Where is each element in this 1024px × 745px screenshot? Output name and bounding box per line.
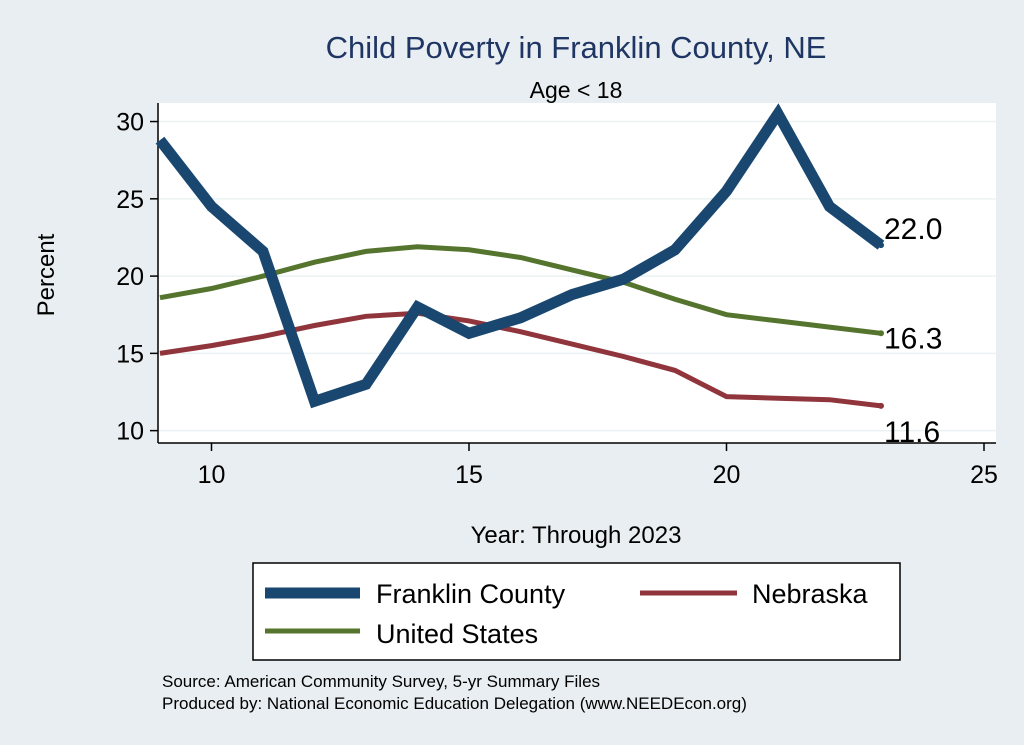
- source-note: Source: American Community Survey, 5-yr …: [162, 672, 600, 691]
- y-tick-label: 10: [116, 418, 144, 446]
- y-tick-label: 30: [116, 109, 144, 137]
- series-lines: [155, 103, 885, 409]
- series-endpoint-united-states: [878, 330, 884, 337]
- series-line-franklin-county: [155, 103, 885, 409]
- series-endpoint-nebraska: [878, 402, 884, 409]
- y-tick-label: 15: [116, 340, 144, 368]
- legend-label-united-states: United States: [376, 619, 538, 649]
- legend: Franklin County Nebraska United States: [265, 579, 869, 649]
- x-tick-label: 10: [198, 461, 226, 489]
- axes: 10 15 20 25 30 10 15 20 25: [116, 103, 998, 489]
- chart-subtitle: Age < 18: [530, 77, 623, 103]
- end-labels: 22.0 11.6 16.3: [884, 213, 942, 449]
- legend-box: [252, 562, 901, 661]
- x-tick-label: 20: [713, 461, 741, 489]
- y-axis-label: Percent: [33, 233, 60, 316]
- end-label-united-states: 16.3: [884, 322, 942, 355]
- produced-by-note: Produced by: National Economic Education…: [162, 694, 747, 713]
- series-endpoint-franklin-county: [878, 242, 884, 249]
- legend-label-nebraska: Nebraska: [752, 579, 869, 609]
- y-tick-label: 25: [116, 186, 144, 214]
- end-label-franklin-county: 22.0: [884, 213, 942, 246]
- legend-label-franklin-county: Franklin County: [376, 579, 566, 609]
- x-tick-label: 25: [970, 461, 998, 489]
- chart-title: Child Poverty in Franklin County, NE: [326, 30, 827, 65]
- end-label-nebraska: 11.6: [884, 416, 940, 449]
- series-line-united-states: [159, 244, 882, 336]
- series-line-nebraska: [159, 310, 882, 409]
- x-tick-label: 15: [455, 461, 483, 489]
- x-axis-label: Year: Through 2023: [471, 522, 682, 549]
- y-tick-label: 20: [116, 263, 144, 291]
